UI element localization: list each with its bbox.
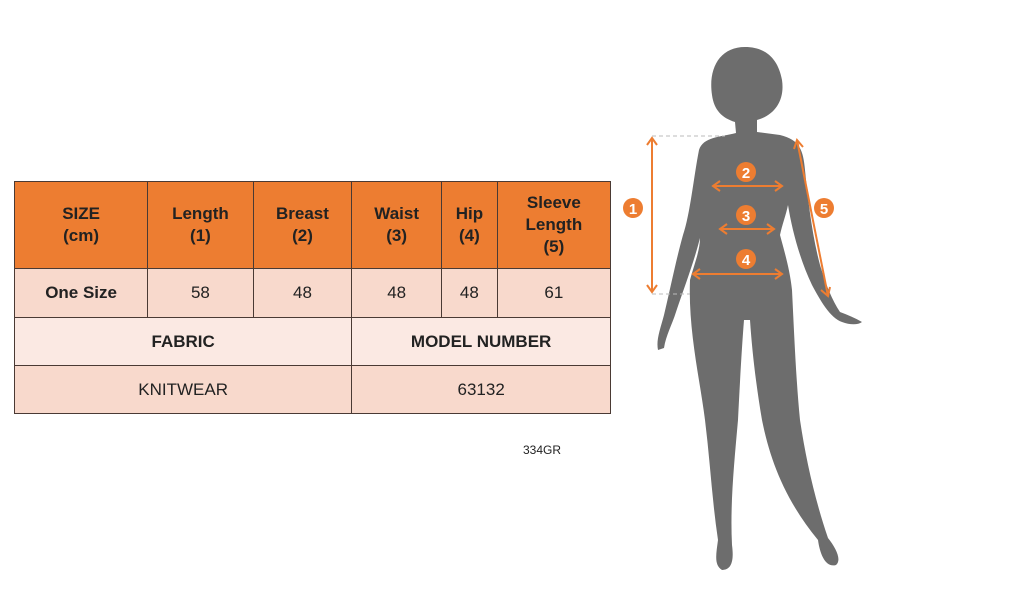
fabric-value: KNITWEAR	[13, 365, 353, 414]
header-text: (5)	[543, 237, 565, 256]
header-length: Length (1)	[147, 181, 254, 269]
header-waist: Waist (3)	[351, 181, 443, 269]
silhouette	[657, 47, 862, 570]
waist-value: 48	[351, 268, 443, 318]
header-row: SIZE (cm) Length (1) Breast (2) Waist (3) Hi…	[13, 181, 612, 269]
length-value: 58	[147, 268, 254, 318]
hip-value: 48	[441, 268, 498, 318]
size-chart-table: SIZE (cm) Length (1) Breast (2) Waist (3) Hi…	[13, 181, 612, 414]
marker-1: 1	[623, 198, 643, 218]
marker-label: 3	[742, 208, 750, 225]
model-number-value: 63132	[351, 365, 611, 414]
header-text: Waist	[374, 204, 419, 223]
measurement-arrows	[646, 136, 831, 298]
marker-label: 4	[742, 252, 751, 269]
product-code: 334GR	[523, 443, 562, 457]
header-text: Length	[525, 215, 583, 234]
header-text: Hip	[455, 204, 484, 223]
header-text: Breast	[276, 204, 329, 223]
header-breast: Breast (2)	[252, 181, 353, 269]
size-label: One Size	[13, 268, 149, 318]
marker-5: 5	[814, 198, 834, 218]
size-row: One Size 58 48 48 48 61	[13, 268, 612, 318]
header-text: (2)	[292, 226, 313, 245]
header-sleeve-length: Sleeve Length (5)	[496, 181, 612, 269]
header-text: Sleeve	[526, 193, 581, 212]
guide-lines	[652, 135, 725, 295]
header-hip: Hip (4)	[441, 181, 498, 269]
sleeve-value: 61	[496, 268, 612, 318]
marker-label: 5	[820, 201, 828, 218]
marker-2: 2	[736, 162, 756, 182]
header-text: (1)	[190, 226, 211, 245]
marker-label: 2	[742, 165, 750, 182]
header-text: Length	[172, 204, 229, 223]
header-text: (cm)	[63, 226, 100, 245]
header-text: (4)	[458, 226, 480, 245]
marker-4: 4	[736, 249, 756, 269]
header-text: (3)	[386, 226, 408, 245]
marker-3: 3	[736, 205, 756, 225]
header-size: SIZE (cm)	[13, 181, 149, 269]
marker-label: 1	[629, 201, 637, 218]
info-value-row: KNITWEAR 63132	[13, 365, 611, 414]
header-text: SIZE	[62, 204, 100, 223]
